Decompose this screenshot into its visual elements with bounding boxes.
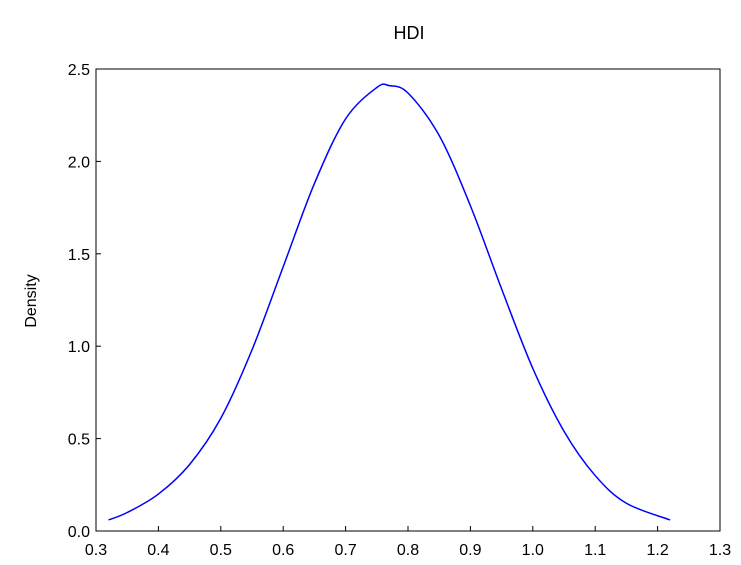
x-tick-label: 1.0 xyxy=(522,542,544,559)
x-tick-label: 1.3 xyxy=(709,542,731,559)
x-axis-ticks: 0.3 0.4 0.5 0.6 0.7 0.8 0.9 1.0 1.1 1.2 1.3 xyxy=(85,526,731,559)
x-tick-label: 1.2 xyxy=(646,542,668,559)
x-tick-label: 0.9 xyxy=(459,542,481,559)
density-line xyxy=(108,83,671,521)
x-tick-label: 0.5 xyxy=(210,542,232,559)
y-tick-label: 2.5 xyxy=(68,62,90,79)
y-tick-label: 0.0 xyxy=(68,524,90,541)
plot-frame xyxy=(95,68,721,532)
x-tick-label: 1.1 xyxy=(584,542,606,559)
x-tick-label: 0.7 xyxy=(334,542,356,559)
y-tick-label: 2.0 xyxy=(68,154,90,171)
x-tick-label: 0.8 xyxy=(397,542,419,559)
y-tick-label: 1.5 xyxy=(68,247,90,264)
y-axis-ticks: 0.0 0.5 1.0 1.5 2.0 2.5 xyxy=(68,62,101,541)
series-layer xyxy=(108,83,671,521)
x-tick-label: 0.6 xyxy=(272,542,294,559)
chart-title: HDI xyxy=(394,23,425,43)
y-tick-label: 0.5 xyxy=(68,432,90,449)
y-tick-label: 1.0 xyxy=(68,339,90,356)
x-tick-label: 0.3 xyxy=(85,542,107,559)
x-tick-label: 0.4 xyxy=(147,542,169,559)
y-axis-label: Density xyxy=(23,274,40,327)
